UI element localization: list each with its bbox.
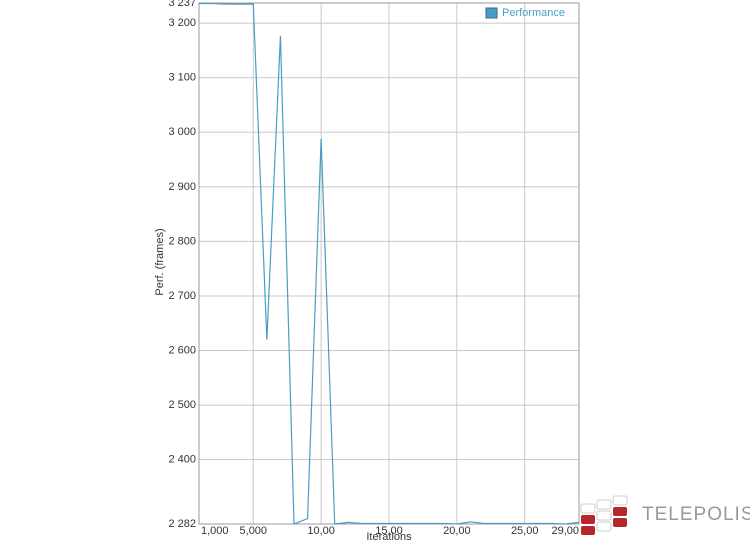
y-tick-label: 3 100 <box>168 72 196 84</box>
x-tick-label: 29,00 <box>551 525 579 537</box>
x-tick-label: 10,00 <box>307 525 335 537</box>
x-tick-label: 25,00 <box>511 525 539 537</box>
logo-text: TELEPOLIS <box>642 504 750 525</box>
logo-block <box>596 499 612 510</box>
x-axis-label: Iterations <box>366 531 412 542</box>
logo-block <box>596 510 612 521</box>
y-tick-label: 2 282 <box>168 518 196 530</box>
logo: TELEPOLIS <box>580 495 750 535</box>
logo-block <box>613 507 627 516</box>
data-line <box>199 2 580 525</box>
x-tick-label: 15,00 <box>375 525 403 537</box>
y-tick-label: 2 900 <box>168 181 196 193</box>
logo-block <box>612 495 628 506</box>
y-tick-label: 3 200 <box>168 17 196 29</box>
logo-block <box>581 515 595 524</box>
y-tick-label: 3 000 <box>168 126 196 138</box>
logo-block <box>613 518 627 527</box>
legend-label: Performance <box>502 7 565 19</box>
y-tick-label: 2 400 <box>168 454 196 466</box>
x-tick-label: 20,00 <box>443 525 471 537</box>
legend-swatch <box>485 7 498 19</box>
logo-block <box>596 521 612 532</box>
y-tick-label: 2 700 <box>168 290 196 302</box>
y-tick-label: 3 237 <box>168 0 196 9</box>
x-tick-label: 5,000 <box>240 525 268 537</box>
y-tick-label: 2 800 <box>168 235 196 247</box>
y-tick-label: 2 600 <box>168 344 196 356</box>
y-axis-label: Perf. (frames) <box>154 228 166 295</box>
y-tick-label: 2 500 <box>168 399 196 411</box>
logo-block <box>580 503 596 514</box>
logo-block <box>581 526 595 535</box>
x-tick-label: 1,000 <box>201 525 229 537</box>
